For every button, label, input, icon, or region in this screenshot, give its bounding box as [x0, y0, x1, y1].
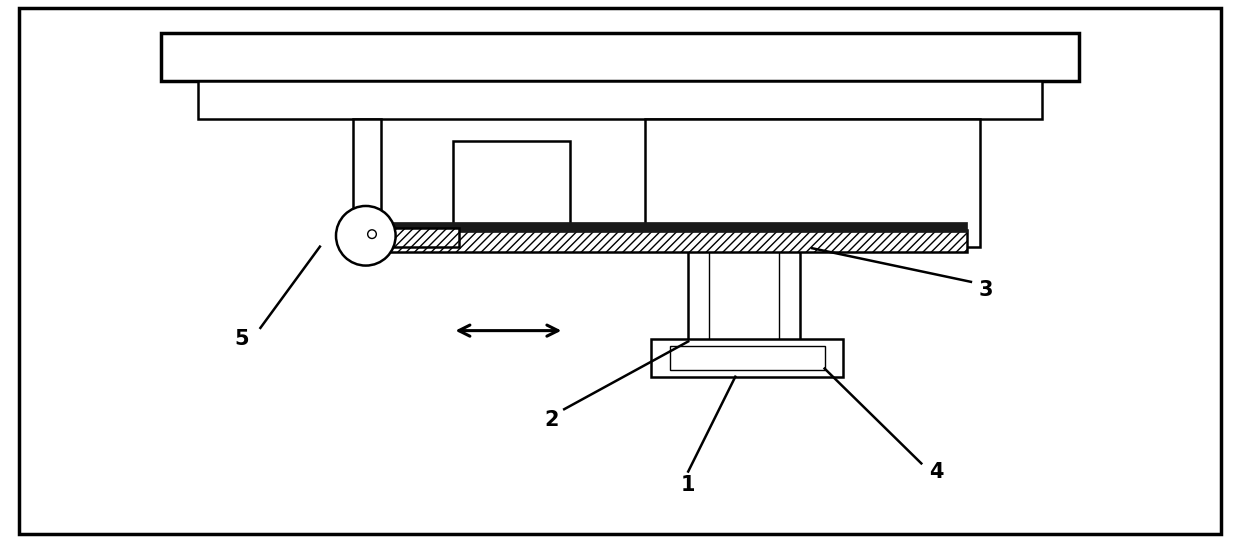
Bar: [645, 119, 980, 247]
Bar: [198, 81, 1042, 119]
Bar: [372, 222, 967, 232]
Circle shape: [336, 206, 396, 266]
Bar: [161, 33, 1079, 81]
Circle shape: [368, 230, 376, 238]
Bar: [453, 141, 570, 233]
Text: 1: 1: [681, 475, 696, 495]
Bar: [353, 119, 381, 222]
Bar: [651, 339, 843, 377]
Bar: [709, 247, 779, 341]
Text: 5: 5: [234, 329, 249, 349]
Text: 4: 4: [929, 462, 944, 481]
Text: 2: 2: [544, 410, 559, 430]
Bar: [688, 247, 800, 341]
Bar: [670, 346, 825, 370]
Text: 3: 3: [978, 280, 993, 300]
Bar: [378, 228, 459, 247]
Bar: [372, 230, 967, 252]
